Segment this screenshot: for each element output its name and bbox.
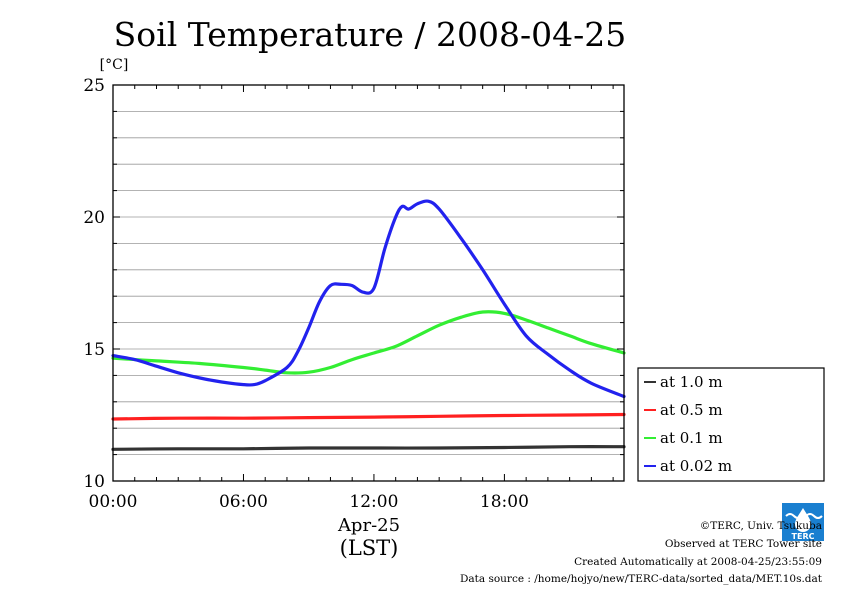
x-tick-label: 06:00: [219, 492, 268, 512]
legend-label: at 0.5 m: [660, 401, 723, 419]
series-line-2: [111, 310, 626, 375]
x-axis-unit-label: (LST): [340, 536, 399, 560]
terc-logo-icon: TERC: [782, 503, 824, 541]
copyright-credit: ©TERC, Univ. Tsukuba: [699, 520, 822, 532]
x-axis-label: Apr-25: [337, 515, 400, 536]
created-timestamp: Created Automatically at 2008-04-25/23:5…: [574, 556, 822, 568]
plot-frame: [112, 84, 625, 482]
observed-site-note: Observed at TERC Tower site: [664, 538, 822, 550]
y-tick-label: 10: [83, 472, 105, 492]
series-line-1: [111, 412, 626, 421]
data-source-path: Data source : /home/hojyo/new/TERC-data/…: [459, 573, 822, 585]
series-lines: [111, 199, 626, 451]
legend: at 1.0 m at 0.5 m at 0.1 m at 0.02 m: [644, 373, 732, 475]
grid-lines: [113, 111, 624, 456]
y-tick-label: 20: [83, 208, 105, 228]
legend-label: at 1.0 m: [660, 373, 723, 391]
x-axis-ticks: 00:00 06:00 12:00 18:00: [89, 85, 614, 512]
y-tick-label: 25: [83, 76, 105, 96]
legend-box: [637, 367, 825, 482]
series-line-0: [111, 445, 626, 451]
x-tick-label: 12:00: [349, 492, 398, 512]
x-tick-label: 18:00: [480, 492, 529, 512]
y-axis-ticks: 10 15 20 25: [83, 76, 624, 492]
legend-label: at 0.02 m: [660, 457, 732, 475]
legend-label: at 0.1 m: [660, 429, 723, 447]
series-line-3: [111, 199, 626, 399]
y-axis-label: [°C]: [100, 57, 129, 73]
y-tick-label: 15: [83, 340, 105, 360]
logo-text: TERC: [792, 532, 815, 541]
chart-title: Soil Temperature / 2008-04-25: [114, 15, 627, 54]
x-tick-label: 00:00: [89, 492, 138, 512]
